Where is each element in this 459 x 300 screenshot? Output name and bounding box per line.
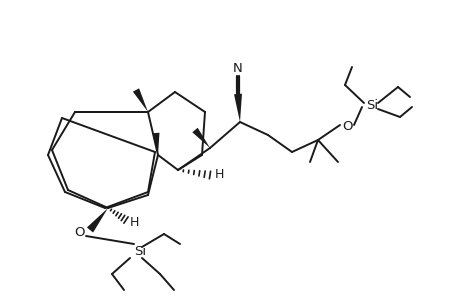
Text: O: O [74, 226, 85, 238]
Polygon shape [152, 133, 159, 155]
Polygon shape [192, 128, 210, 148]
Text: H: H [214, 169, 223, 182]
Polygon shape [133, 88, 148, 112]
Text: O: O [342, 119, 353, 133]
Text: N: N [233, 61, 242, 74]
Text: Si: Si [134, 245, 146, 259]
Text: H: H [129, 215, 138, 229]
Text: Si: Si [365, 98, 377, 112]
Polygon shape [234, 94, 241, 122]
Polygon shape [87, 208, 108, 232]
